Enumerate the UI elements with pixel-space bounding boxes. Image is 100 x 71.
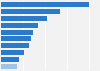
Bar <box>1 43 29 48</box>
Bar <box>1 2 88 7</box>
Bar <box>1 9 60 14</box>
Bar <box>1 23 38 28</box>
Bar <box>1 50 24 55</box>
Bar <box>1 16 46 21</box>
Bar <box>1 57 19 62</box>
Bar <box>1 36 31 41</box>
Bar <box>1 30 33 35</box>
Bar <box>1 64 17 69</box>
